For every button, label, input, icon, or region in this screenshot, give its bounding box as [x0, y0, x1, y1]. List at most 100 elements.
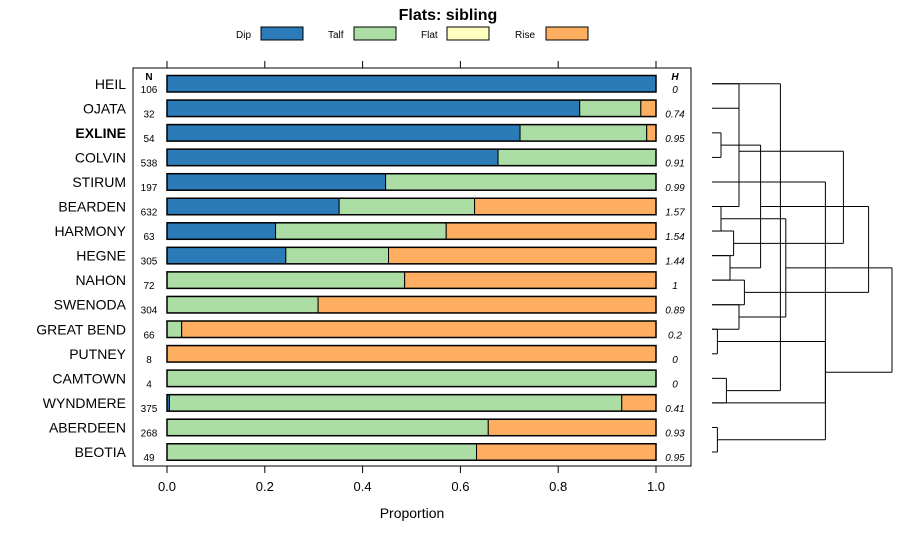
bar-outline-aberdeen — [166, 418, 657, 437]
n-value-heil: 106 — [141, 85, 158, 96]
bar-rise-swenoda — [317, 295, 657, 314]
bar-dip-exline — [166, 124, 521, 142]
bar-outline-hegne — [166, 246, 657, 265]
bar-rise-nahon — [404, 271, 657, 289]
legend-label-talf: Talf — [328, 30, 344, 41]
bar-talf-great-bend — [166, 320, 183, 338]
bars — [166, 74, 657, 461]
h-value-swenoda: 0.89 — [665, 306, 685, 317]
legend-label-flat: Flat — [421, 30, 438, 41]
bar-outline-bearden — [166, 197, 657, 216]
row-label-hegne: HEGNE — [76, 248, 126, 264]
row-label-bearden: BEARDEN — [58, 199, 126, 215]
bar-rise-ojata — [640, 99, 657, 118]
bar-outline-putney — [166, 344, 657, 363]
bar-outline-stirum — [166, 172, 657, 191]
legend-swatch-talf — [353, 26, 397, 41]
n-value-putney: 8 — [146, 355, 152, 366]
bar-talf-colvin — [497, 148, 657, 167]
bar-rise-aberdeen — [487, 418, 657, 437]
row-label-aberdeen: ABERDEEN — [49, 419, 126, 435]
h-value-beotia: 0.95 — [665, 453, 685, 464]
row-label-colvin: COLVIN — [75, 149, 126, 165]
bar-talf-ojata — [579, 99, 642, 118]
n-labels: 106 32 54 538 197 632 63 305 72 304 66 8 4 375 268 49 — [141, 85, 158, 464]
bar-talf-hegne — [285, 246, 390, 265]
h-value-putney: 0 — [672, 355, 678, 366]
h-value-harmony: 1.54 — [665, 232, 685, 243]
n-value-stirum: 197 — [141, 183, 158, 194]
bar-dip-stirum — [166, 173, 387, 191]
bar-rise-great-bend — [181, 320, 657, 338]
row-label-exline: EXLINE — [75, 125, 126, 141]
bar-dip-heil — [166, 75, 657, 93]
x-tick-label: 0.6 — [451, 479, 469, 494]
bar-outline-nahon — [166, 271, 657, 290]
row-label-stirum: STIRUM — [72, 174, 126, 190]
plot-frame — [132, 67, 692, 467]
bar-talf-exline — [519, 124, 648, 142]
row-label-wyndmere: WYNDMERE — [43, 395, 126, 411]
bar-outline-heil — [166, 74, 657, 93]
bar-rise-harmony — [445, 222, 657, 240]
bar-talf-beotia — [166, 443, 478, 461]
x-axis: 0.0 0.2 0.4 0.6 0.8 1.0 — [158, 61, 665, 494]
legend-label-dip: Dip — [236, 30, 251, 41]
h-value-camtown: 0 — [672, 379, 678, 390]
bar-outline-harmony — [166, 222, 657, 241]
x-axis-label: Proportion — [380, 505, 445, 521]
h-value-colvin: 0.91 — [665, 158, 684, 169]
h-value-exline: 0.95 — [665, 134, 685, 145]
row-labels: HEIL OJATA EXLINE COLVIN STIRUM BEARDEN HARMON… — [36, 76, 126, 460]
bar-rise-hegne — [388, 246, 657, 265]
x-tick-label: 0.8 — [549, 479, 567, 494]
h-value-heil: 0 — [672, 85, 678, 96]
legend-label-rise: Rise — [515, 30, 535, 41]
bar-rise-putney — [166, 345, 657, 363]
bar-outline-ojata — [166, 99, 657, 118]
h-labels: 0 0.74 0.95 0.91 0.99 1.57 1.54 1.44 1 0.89 0.2 0 0 0… — [665, 85, 685, 464]
row-label-heil: HEIL — [95, 76, 126, 92]
n-value-harmony: 63 — [143, 232, 155, 243]
legend-swatch-flat — [446, 26, 490, 41]
bar-outline-wyndmere — [166, 393, 657, 412]
bar-dip-ojata — [166, 99, 581, 118]
bar-outline-great-bend — [166, 320, 657, 339]
bar-outline-colvin — [166, 148, 657, 167]
n-value-camtown: 4 — [146, 379, 152, 390]
h-value-wyndmere: 0.41 — [665, 404, 684, 415]
h-column-header: H — [671, 72, 679, 83]
bar-rise-exline — [646, 124, 657, 142]
h-value-aberdeen: 0.93 — [665, 428, 685, 439]
bar-dip-harmony — [166, 222, 277, 240]
h-value-ojata: 0.74 — [665, 109, 685, 120]
dendrogram — [712, 83, 893, 453]
n-column-header: N — [145, 72, 152, 83]
n-value-aberdeen: 268 — [141, 428, 158, 439]
bar-talf-stirum — [385, 173, 657, 191]
n-value-exline: 54 — [143, 134, 155, 145]
row-label-harmony: HARMONY — [54, 223, 126, 239]
row-label-swenoda: SWENODA — [54, 297, 127, 313]
n-value-nahon: 72 — [143, 281, 155, 292]
x-tick-label: 0.4 — [354, 479, 372, 494]
bar-talf-wyndmere — [168, 394, 623, 412]
row-label-nahon: NAHON — [75, 272, 126, 288]
x-tick-label: 0.0 — [158, 479, 176, 494]
bar-talf-harmony — [275, 222, 447, 240]
legend-swatch-rise — [545, 26, 589, 41]
bar-talf-swenoda — [166, 295, 319, 314]
row-label-beotia: BEOTIA — [75, 444, 127, 460]
x-tick-label: 0.2 — [256, 479, 274, 494]
h-value-bearden: 1.57 — [665, 208, 685, 219]
row-label-camtown: CAMTOWN — [52, 370, 126, 386]
n-value-wyndmere: 375 — [141, 404, 158, 415]
n-value-ojata: 32 — [143, 109, 155, 120]
row-label-great-bend: GREAT BEND — [36, 321, 126, 337]
n-value-swenoda: 304 — [141, 306, 158, 317]
legend-swatch-dip — [260, 26, 304, 41]
bar-rise-beotia — [476, 443, 657, 461]
bar-talf-aberdeen — [166, 418, 489, 437]
row-label-ojata: OJATA — [83, 100, 127, 116]
chart-title: Flats: sibling — [399, 7, 498, 24]
